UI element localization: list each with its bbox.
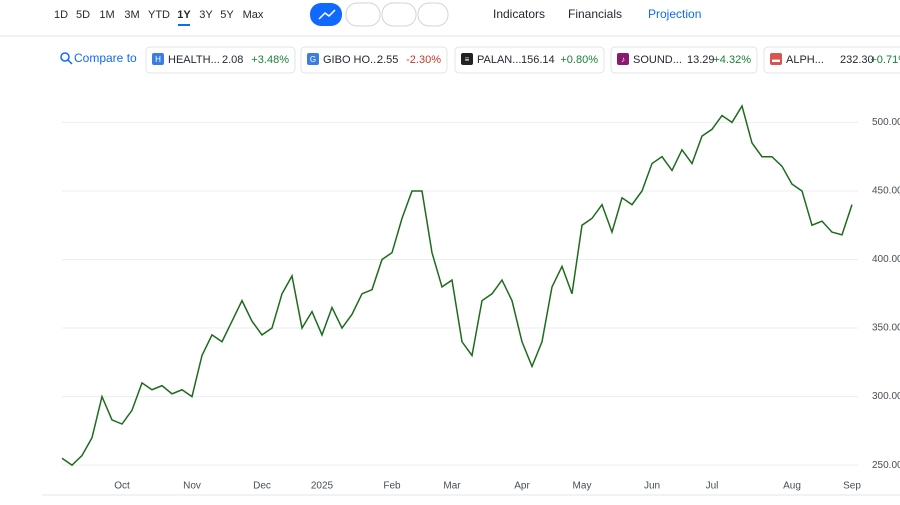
x-tick-label: Nov [183, 481, 201, 492]
y-tick-label: 450.00 [872, 186, 900, 197]
chip-icon-text: G [310, 55, 316, 64]
chart-type-more[interactable] [417, 2, 449, 27]
y-tick-label: 500.00 [872, 117, 900, 128]
icon [318, 9, 336, 20]
y-tick-label: 300.00 [872, 391, 900, 402]
x-tick-label: Oct [114, 481, 130, 492]
tool-button[interactable]: Indicators [493, 7, 545, 21]
x-tick-label: Sep [843, 481, 861, 492]
y-tick-label: 250.00 [872, 460, 900, 471]
range-button[interactable]: 5D [76, 9, 90, 21]
chip-price: 156.14 [521, 54, 555, 66]
chip-change: +0.80% [560, 54, 598, 66]
chip-name: GIBO HO... [323, 54, 379, 66]
chip-change: +4.32% [713, 54, 751, 66]
chip-icon-text: H [155, 55, 161, 64]
range-button[interactable]: 1M [99, 9, 114, 21]
chip-icon [461, 53, 473, 65]
chip-name: SOUND... [633, 54, 682, 66]
chip-icon [770, 53, 782, 65]
x-tick-label: Apr [514, 481, 530, 492]
compare-chip[interactable] [454, 46, 605, 74]
search-icon [60, 52, 70, 62]
range-button[interactable]: Max [243, 9, 264, 21]
range-button[interactable]: 3M [124, 9, 139, 21]
chip-price: 2.55 [377, 54, 398, 66]
chip-icon [307, 53, 319, 65]
range-button[interactable]: 3Y [199, 9, 213, 21]
x-tick-label: Feb [383, 481, 401, 492]
search-icon [67, 59, 73, 65]
chip-price: 13.29 [687, 54, 715, 66]
chip-change: +0.71% [870, 54, 900, 66]
x-tick-label: Aug [783, 481, 801, 492]
chip-price: 2.08 [222, 54, 243, 66]
range-button[interactable]: 1Y [177, 9, 191, 21]
chip-icon [617, 53, 629, 65]
chart-type-bar[interactable] [381, 2, 417, 27]
tool-button[interactable]: Financials [568, 7, 622, 21]
chip-icon-text: ▬ [772, 55, 780, 64]
chip-change: +3.48% [251, 54, 289, 66]
compare-chip[interactable] [300, 46, 448, 74]
x-tick-label: May [573, 481, 592, 492]
chip-icon-text: ♪ [621, 55, 625, 64]
y-tick-label: 400.00 [872, 254, 900, 265]
tool-button[interactable]: Projection [648, 7, 701, 21]
compare-label[interactable]: Compare to [74, 51, 137, 65]
chart-type-candle[interactable] [345, 2, 381, 27]
compare-chip[interactable] [145, 46, 296, 74]
chip-change: -2.30% [406, 54, 441, 66]
x-tick-label: Jun [644, 481, 660, 492]
y-tick-label: 350.00 [872, 323, 900, 334]
x-tick-label: Mar [443, 481, 461, 492]
x-tick-label: Jul [706, 481, 719, 492]
chip-icon-text: ≡ [465, 55, 470, 64]
chip-name: ALPH... [786, 54, 824, 66]
x-tick-label: 2025 [311, 481, 334, 492]
compare-chip[interactable] [763, 46, 900, 74]
x-tick-label: Dec [253, 481, 271, 492]
range-button[interactable]: 5Y [220, 9, 234, 21]
compare-chip[interactable] [610, 46, 758, 74]
range-button[interactable]: YTD [148, 9, 170, 21]
price-line [61, 104, 853, 467]
chip-icon [152, 53, 164, 65]
chip-name: PALAN... [477, 54, 521, 66]
range-button[interactable]: 1D [54, 9, 68, 21]
chip-name: HEALTH... [168, 54, 220, 66]
chip-price: 232.30 [840, 54, 874, 66]
